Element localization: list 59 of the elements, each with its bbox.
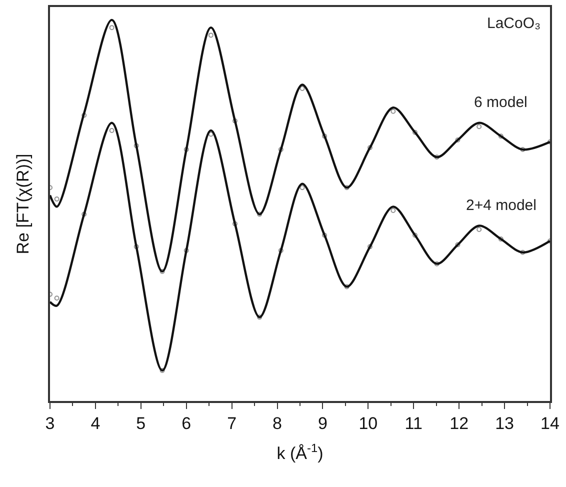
point bbox=[368, 244, 372, 250]
point bbox=[54, 296, 60, 301]
x-tick-label: 12 bbox=[450, 414, 469, 434]
x-tick-label: 9 bbox=[318, 414, 328, 434]
point bbox=[134, 244, 139, 250]
point bbox=[257, 212, 262, 217]
point bbox=[300, 86, 305, 92]
x-tick-label: 11 bbox=[404, 414, 422, 434]
point bbox=[434, 261, 440, 266]
point bbox=[476, 124, 482, 130]
point bbox=[54, 196, 60, 202]
series-label: 6 model bbox=[474, 94, 528, 111]
point bbox=[322, 134, 328, 139]
point bbox=[455, 242, 460, 248]
point bbox=[412, 232, 418, 238]
x-axis-title: k (Å$^{-1}$) bbox=[276, 440, 324, 464]
y-axis-title: Re [FT(χ(R))] bbox=[13, 154, 32, 254]
x-tick-label: 14 bbox=[540, 414, 560, 434]
point bbox=[232, 118, 238, 124]
point bbox=[134, 143, 139, 148]
x-tick-label: 13 bbox=[495, 414, 514, 434]
point bbox=[109, 25, 114, 30]
x-tick-label: 3 bbox=[45, 414, 55, 434]
point bbox=[368, 145, 372, 150]
point bbox=[344, 284, 350, 290]
x-tick-label: 5 bbox=[136, 414, 146, 434]
point bbox=[300, 185, 305, 190]
x-tick-label: 7 bbox=[227, 414, 237, 434]
point bbox=[455, 137, 460, 142]
x-tick-label: 4 bbox=[90, 414, 100, 434]
x-tick-label: 10 bbox=[358, 414, 378, 434]
point bbox=[498, 236, 504, 242]
point bbox=[208, 32, 214, 38]
point bbox=[498, 134, 504, 139]
point bbox=[344, 185, 350, 190]
point bbox=[434, 154, 440, 160]
point bbox=[476, 227, 482, 232]
point bbox=[520, 147, 526, 152]
point bbox=[160, 268, 165, 274]
point bbox=[278, 147, 284, 152]
point bbox=[278, 248, 284, 253]
point bbox=[160, 368, 165, 374]
point bbox=[390, 208, 396, 213]
point bbox=[109, 128, 114, 133]
point bbox=[232, 221, 238, 226]
annotation: LaCoO₃ bbox=[487, 15, 541, 32]
point bbox=[412, 130, 418, 135]
series-label: 2+4 model bbox=[466, 197, 536, 214]
point bbox=[390, 108, 396, 114]
point bbox=[82, 112, 87, 118]
point bbox=[322, 232, 328, 238]
point bbox=[208, 132, 214, 137]
point bbox=[82, 212, 87, 217]
x-tick-label: 6 bbox=[182, 414, 192, 434]
point bbox=[184, 147, 189, 152]
point bbox=[184, 248, 189, 253]
point bbox=[520, 250, 526, 255]
point bbox=[257, 314, 262, 320]
x-tick-label: 8 bbox=[272, 414, 282, 434]
